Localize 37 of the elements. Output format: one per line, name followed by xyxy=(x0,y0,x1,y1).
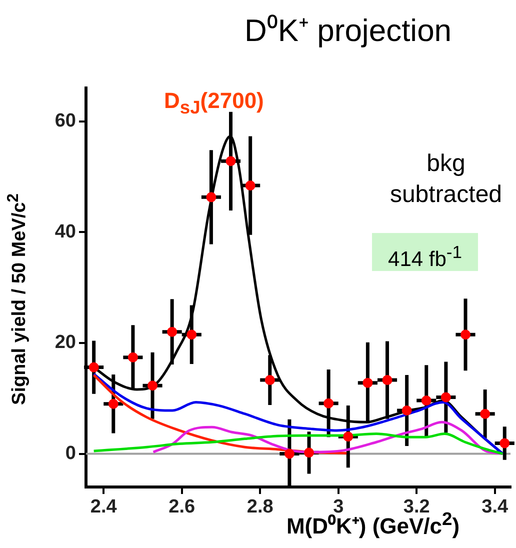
point xyxy=(421,396,432,406)
point xyxy=(304,448,314,458)
point xyxy=(206,192,216,202)
point xyxy=(500,438,510,448)
point xyxy=(108,398,118,409)
point xyxy=(440,392,451,402)
point xyxy=(148,380,158,391)
point xyxy=(284,448,294,459)
point xyxy=(128,352,138,362)
chart-title: D⁰K⁺ projection xyxy=(243,12,453,50)
x-tick-label: 2.8 xyxy=(246,496,274,518)
point xyxy=(362,378,373,388)
point xyxy=(264,375,275,386)
point xyxy=(245,180,256,191)
annotation: bkg subtracted xyxy=(388,149,504,210)
y-tick-label: 40 xyxy=(54,221,76,242)
point xyxy=(186,330,197,340)
point xyxy=(480,408,490,419)
point xyxy=(343,432,354,442)
y-tick-label: 0 xyxy=(65,442,76,464)
x-tick-label: 2.4 xyxy=(90,496,118,518)
point xyxy=(88,362,99,372)
x-tick-label: 2.6 xyxy=(168,496,196,518)
point xyxy=(382,375,392,386)
y-tick-label: 20 xyxy=(54,332,76,354)
line-series xyxy=(92,372,504,455)
y-tick-label: 60 xyxy=(54,110,76,132)
point xyxy=(402,406,412,416)
point xyxy=(324,398,334,408)
point xyxy=(460,330,471,340)
line-series xyxy=(92,432,504,455)
annotation: 414 fb$^{-1}$ xyxy=(372,233,478,271)
x-tick-label: 3.4 xyxy=(482,496,508,518)
point xyxy=(226,156,236,166)
x-tick-label: 3.2 xyxy=(403,496,430,518)
annotation: D$_{sJ}$(2700) xyxy=(164,88,264,118)
point xyxy=(167,326,178,337)
